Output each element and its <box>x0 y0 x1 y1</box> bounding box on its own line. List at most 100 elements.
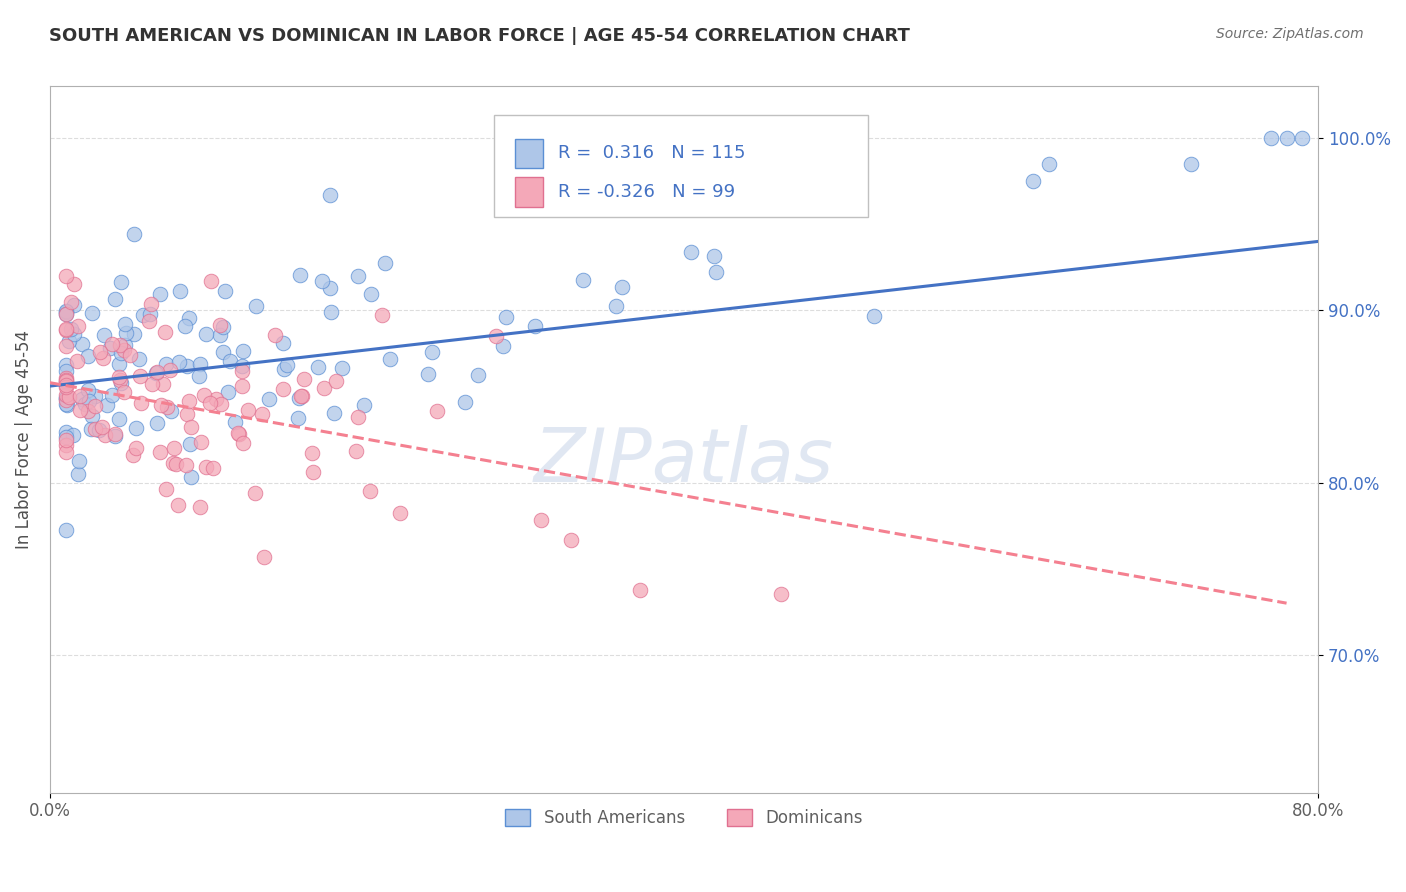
Point <box>55 444 77 458</box>
Point <box>146 365 169 379</box>
Point <box>492 339 515 353</box>
Point <box>287 392 309 406</box>
Point <box>162 456 184 470</box>
Point <box>55 374 77 388</box>
Point <box>58 334 80 348</box>
Point <box>55 375 77 389</box>
Point <box>179 311 201 326</box>
Point <box>55 434 77 448</box>
Point <box>55 303 77 318</box>
Point <box>122 227 145 242</box>
Point <box>330 361 353 376</box>
Point <box>344 443 367 458</box>
Bar <box>515 138 543 169</box>
Point <box>359 483 381 498</box>
Bar <box>515 178 543 207</box>
Point <box>174 458 197 472</box>
Point <box>180 470 202 484</box>
Point <box>193 388 215 402</box>
Point <box>120 348 142 362</box>
Point <box>224 415 246 429</box>
Point <box>96 398 118 412</box>
Point <box>60 322 83 336</box>
Point <box>63 327 86 342</box>
Point <box>167 355 190 369</box>
Point <box>180 419 202 434</box>
Point <box>89 345 111 359</box>
Point <box>60 294 83 309</box>
Point <box>271 336 294 351</box>
Point <box>94 428 117 442</box>
Point <box>231 379 253 393</box>
Point <box>77 383 100 397</box>
Point <box>141 297 163 311</box>
Point <box>80 422 103 436</box>
Point <box>55 425 77 440</box>
Point <box>166 498 188 512</box>
Point <box>83 400 105 414</box>
Point <box>107 358 129 372</box>
Point <box>155 482 177 496</box>
Point <box>101 388 124 402</box>
Point <box>292 372 315 386</box>
Point <box>228 426 250 441</box>
Point <box>253 549 276 564</box>
Point <box>139 307 162 321</box>
Point <box>307 359 329 374</box>
Point <box>188 500 211 515</box>
Point <box>146 416 169 430</box>
Point <box>1180 157 1202 171</box>
Point <box>76 349 98 363</box>
Point <box>212 344 235 359</box>
Point <box>104 426 127 441</box>
Point <box>165 457 187 471</box>
Point <box>231 364 253 378</box>
Point <box>112 343 135 357</box>
Point <box>612 280 634 294</box>
Point <box>110 338 132 352</box>
Point <box>231 436 253 450</box>
Point <box>55 430 77 444</box>
Point <box>187 369 209 384</box>
Point <box>55 438 77 452</box>
Point <box>190 434 212 449</box>
Point <box>454 395 477 409</box>
Point <box>55 380 77 394</box>
Point <box>66 318 89 333</box>
Point <box>153 325 176 339</box>
Point <box>231 359 253 374</box>
Point <box>322 406 344 420</box>
Point <box>155 357 177 371</box>
Point <box>110 376 132 390</box>
Point <box>302 465 325 479</box>
Text: ZIPatlas: ZIPatlas <box>534 425 834 497</box>
Point <box>152 376 174 391</box>
Point <box>55 305 77 319</box>
Point <box>62 428 84 442</box>
Point <box>58 390 80 404</box>
Point <box>523 318 546 333</box>
Point <box>77 404 100 418</box>
Point <box>195 327 218 342</box>
Point <box>205 392 228 406</box>
Point <box>55 387 77 401</box>
FancyBboxPatch shape <box>494 114 868 217</box>
Point <box>107 412 129 426</box>
Point <box>75 397 97 411</box>
Point <box>176 359 198 374</box>
Point <box>188 357 211 371</box>
Point <box>55 391 77 405</box>
Point <box>703 248 725 262</box>
Point <box>605 299 627 313</box>
Point <box>371 309 394 323</box>
Point <box>378 352 401 367</box>
Point <box>426 404 449 418</box>
Point <box>90 420 112 434</box>
Point <box>108 370 131 384</box>
Point <box>110 373 132 387</box>
Point <box>198 395 221 409</box>
Point <box>55 364 77 378</box>
Point <box>62 277 84 291</box>
Point <box>194 460 217 475</box>
Point <box>290 389 312 403</box>
